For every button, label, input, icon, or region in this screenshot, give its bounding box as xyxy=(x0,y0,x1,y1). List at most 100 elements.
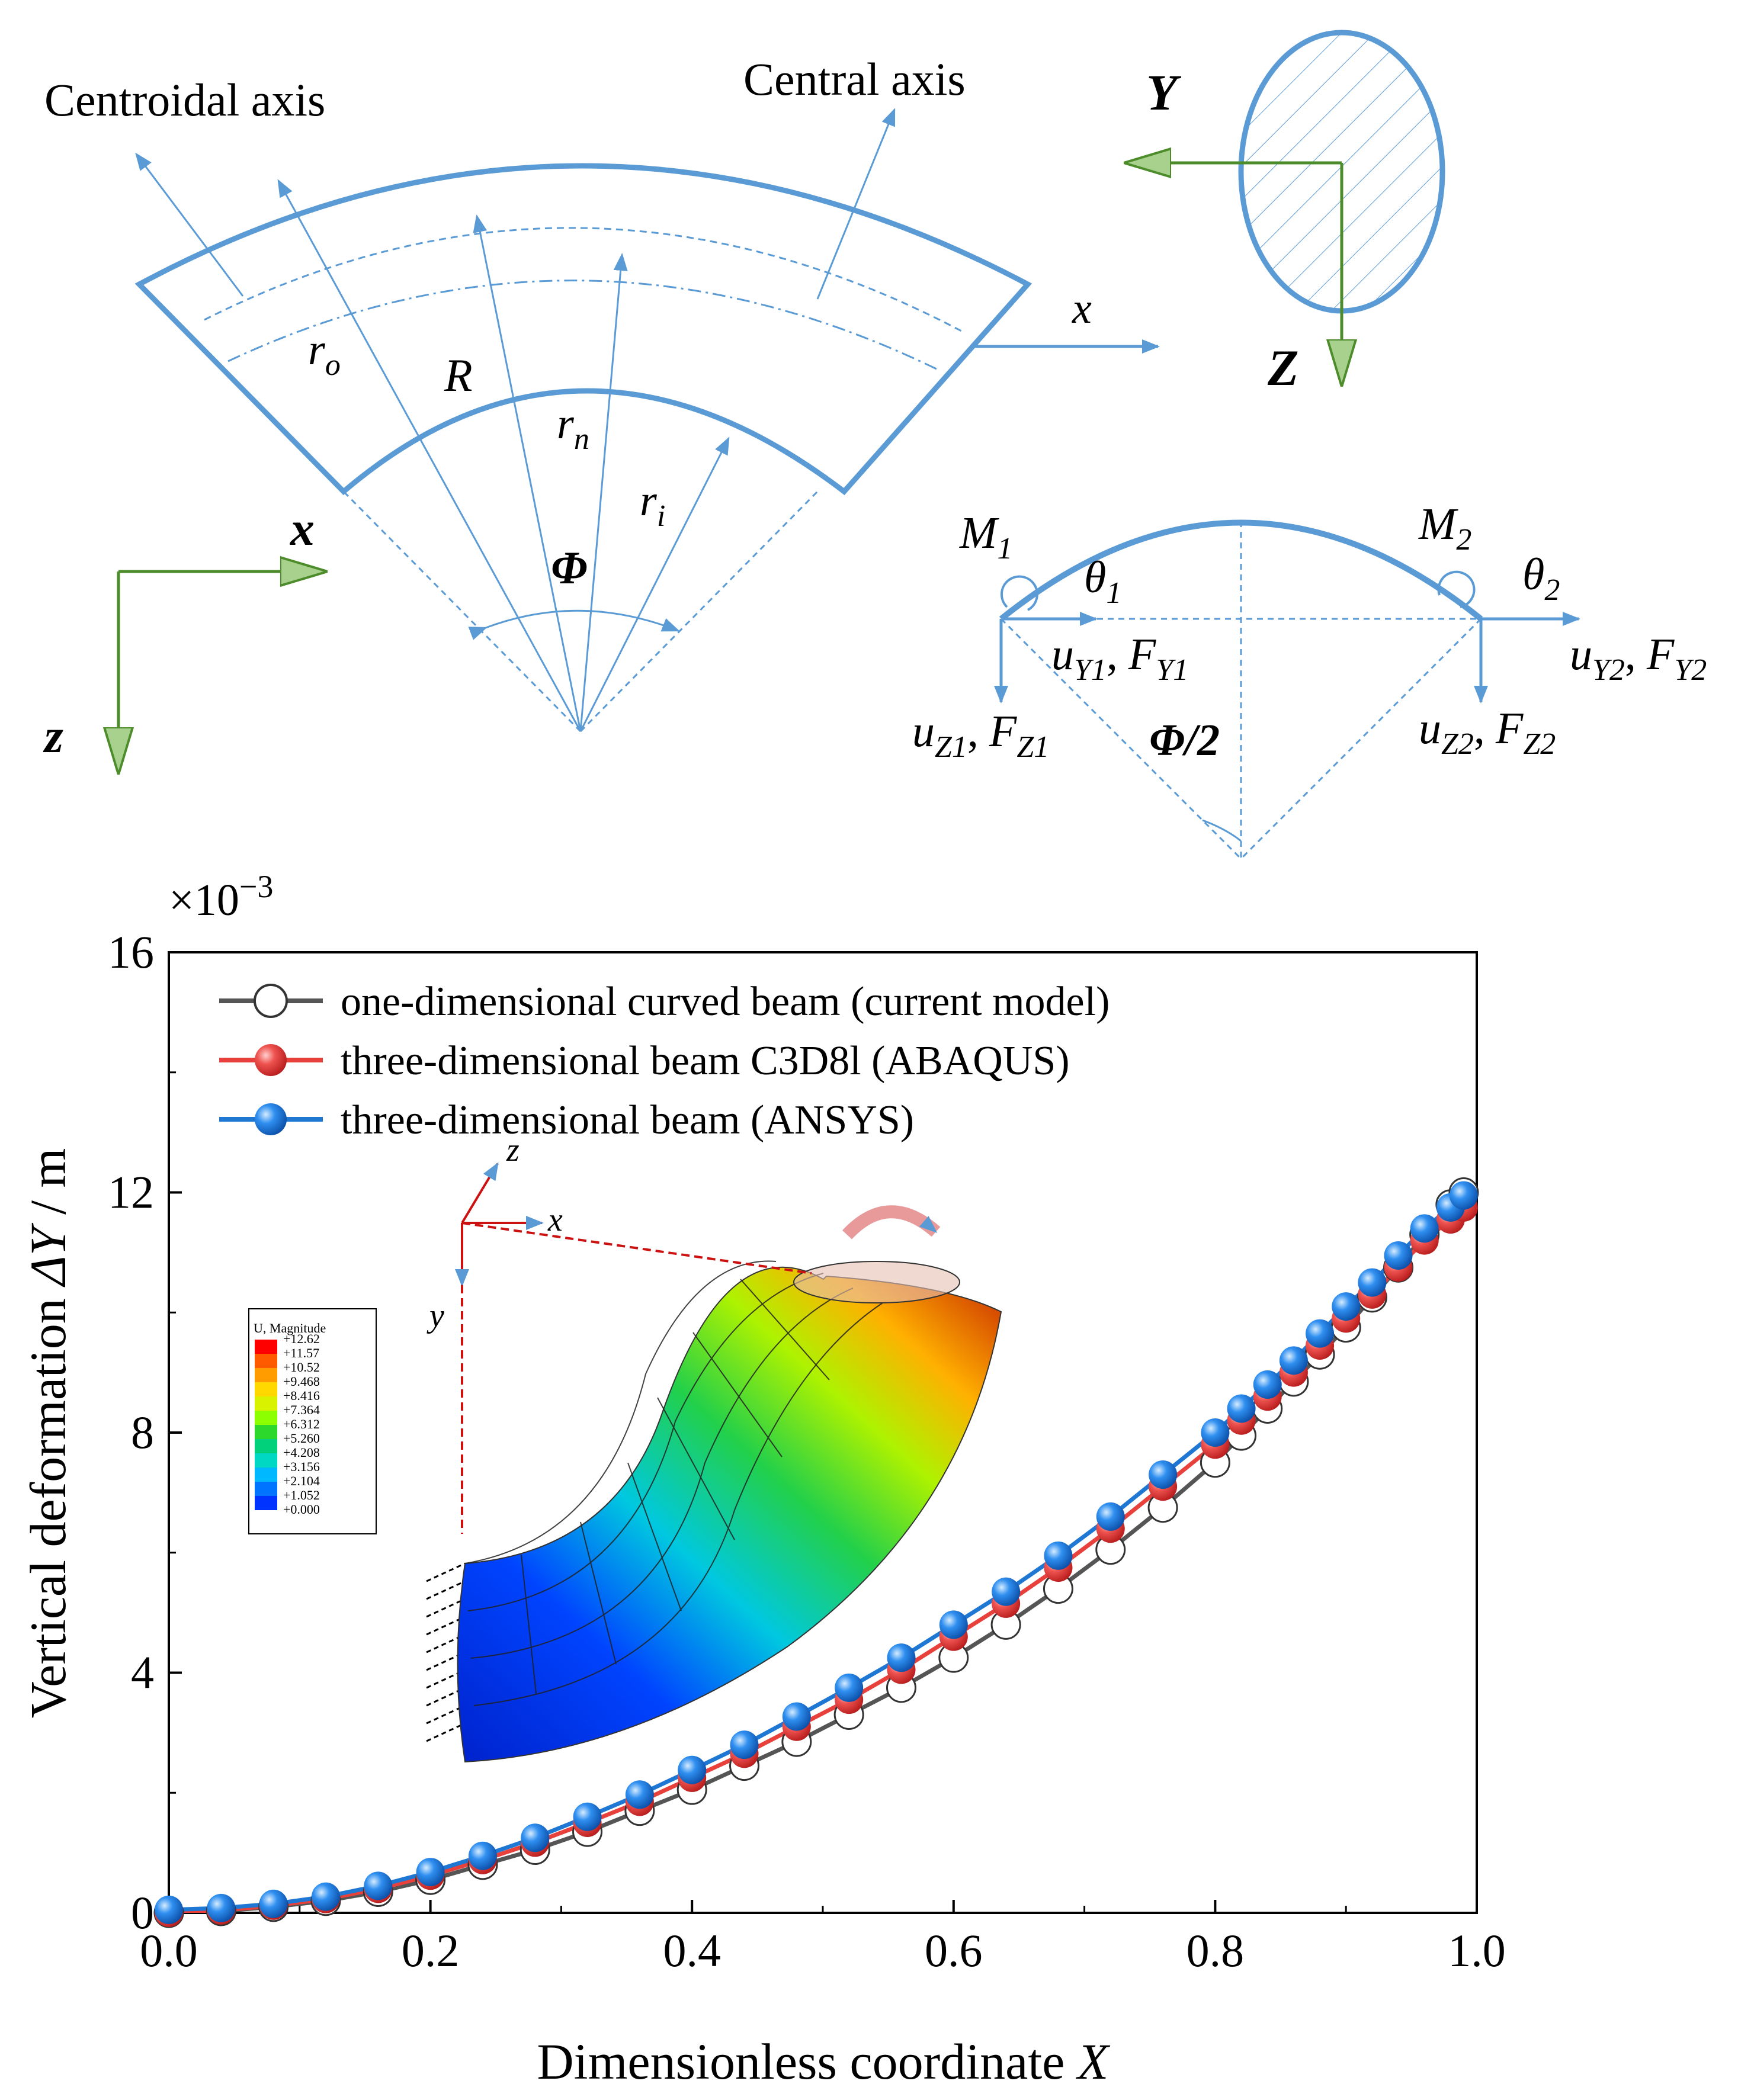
data-point xyxy=(678,1755,707,1784)
data-point xyxy=(1044,1541,1073,1570)
data-point xyxy=(1227,1394,1256,1423)
legend-label: one-dimensional curved beam (current mod… xyxy=(341,979,1110,1025)
fe-legend-value: +9.468 xyxy=(283,1374,320,1389)
fe-legend-swatch xyxy=(255,1411,277,1425)
x-tick-label: 0.0 xyxy=(140,1925,198,1976)
x-axis-label: Dimensionless coordinate X xyxy=(537,2033,1111,2090)
data-point xyxy=(782,1702,811,1731)
curved-beam-schematic: Centroidal axis Central axis ro R rn ri … xyxy=(44,53,1160,733)
fe-undeformed-mesh xyxy=(464,1260,883,1706)
data-point xyxy=(1253,1370,1282,1399)
axis-tick-labels: 0.0 0.2 0.4 0.6 0.8 1.0 0 4 8 12 16 xyxy=(108,926,1506,1976)
ri-label: ri xyxy=(640,477,665,533)
ro-label: ro xyxy=(308,326,341,382)
fbd-beam-arc xyxy=(999,519,1483,621)
radius-arrows xyxy=(277,179,730,732)
data-point xyxy=(521,1823,550,1852)
fe-legend-swatch xyxy=(255,1396,277,1411)
theta2-label: θ2 xyxy=(1522,550,1560,607)
beam-outline xyxy=(134,163,1032,496)
fe-legend-swatch xyxy=(255,1382,277,1396)
fe-legend-swatch xyxy=(255,1439,277,1453)
data-point xyxy=(939,1610,968,1639)
centroidal-axis-curve xyxy=(204,227,963,333)
global-xz-axes: x z xyxy=(43,502,323,770)
uY2-FY2-label: uY2, FY2 xyxy=(1570,630,1707,687)
fe-axis-y: y xyxy=(427,1298,444,1334)
Z-axis-label: Z xyxy=(1267,339,1299,396)
uZ2-FZ2-label: uZ2, FZ2 xyxy=(1419,704,1556,761)
data-point xyxy=(887,1643,916,1672)
fe-legend-value: +12.62 xyxy=(283,1331,320,1346)
y-axis-label: Vertical deformation ΔY / m xyxy=(20,1148,76,1719)
M2-label: M2 xyxy=(1418,499,1471,557)
chart-legend: one-dimensional curved beam (current mod… xyxy=(219,979,1110,1143)
y-tick-label: 4 xyxy=(131,1647,154,1698)
phi-label: Φ xyxy=(551,542,588,593)
x-tick-label: 0.8 xyxy=(1187,1925,1245,1976)
data-point xyxy=(311,1882,340,1911)
x-local-label: x xyxy=(1072,284,1092,333)
fe-legend-value: +2.104 xyxy=(283,1473,320,1488)
data-point xyxy=(1096,1502,1125,1531)
data-point xyxy=(468,1841,497,1870)
data-point xyxy=(625,1780,654,1809)
fe-legend-value: +4.208 xyxy=(283,1445,320,1460)
central-axis-pointer xyxy=(816,108,896,300)
fe-legend-swatch xyxy=(255,1496,277,1510)
cross-section: Y Z xyxy=(1128,30,1445,396)
moment-M2 xyxy=(1437,570,1476,608)
theta1-label: θ1 xyxy=(1084,553,1121,610)
fe-legend-value: +0.000 xyxy=(283,1502,320,1517)
fe-legend-value: +8.416 xyxy=(283,1388,320,1403)
fe-legend-swatch xyxy=(255,1368,277,1382)
uY1-FY1-label: uY1, FY1 xyxy=(1051,630,1188,687)
fe-legend-value: +6.312 xyxy=(283,1417,320,1431)
fe-legend-swatch xyxy=(255,1453,277,1468)
data-point xyxy=(416,1858,445,1887)
data-point xyxy=(1279,1346,1308,1375)
data-point xyxy=(992,1577,1021,1606)
fe-legend-value: +7.364 xyxy=(283,1402,320,1417)
moment-M1 xyxy=(1000,575,1038,611)
half-angle-arc xyxy=(1202,819,1242,842)
fe-legend-swatch xyxy=(255,1425,277,1439)
y-scale-label: ×10−3 xyxy=(169,869,273,925)
free-body-diagram: M1 M2 θ1 θ2 uY1, FY1 uZ1, FZ1 uY2, FY2 uZ2,… xyxy=(912,499,1707,860)
legend-marker xyxy=(255,1103,287,1135)
fe-model-inset: U, Magnitude +12.62+11.57+10.52+9.468+8.… xyxy=(248,1132,1002,1763)
legend-marker xyxy=(255,1044,287,1076)
phi-arc xyxy=(468,609,680,640)
half-angle-label: Φ/2 xyxy=(1149,715,1220,765)
x-tick-label: 0.6 xyxy=(925,1925,983,1976)
y-tick-label: 16 xyxy=(108,926,154,978)
fe-legend-swatch xyxy=(255,1354,277,1368)
data-point xyxy=(155,1895,183,1924)
legend-label: three-dimensional beam (ANSYS) xyxy=(341,1097,914,1143)
data-point xyxy=(364,1871,393,1900)
fe-axis-z: z xyxy=(506,1132,520,1168)
y-tick-label: 8 xyxy=(131,1407,154,1458)
data-point xyxy=(1384,1241,1413,1270)
fe-legend-swatch xyxy=(255,1482,277,1496)
data-point xyxy=(730,1730,759,1759)
central-axis-label: Central axis xyxy=(743,53,966,105)
x-global-label: x xyxy=(290,502,315,555)
M1-label: M1 xyxy=(959,508,1012,566)
central-axis-curve xyxy=(227,280,939,371)
uZ1-FZ1-label: uZ1, FZ1 xyxy=(912,707,1049,764)
x-tick-label: 0.2 xyxy=(402,1925,460,1976)
centroidal-axis-label: Centroidal axis xyxy=(44,74,325,126)
data-point xyxy=(207,1893,236,1922)
fe-legend-value: +11.57 xyxy=(283,1346,319,1360)
fe-coordinate-axes xyxy=(455,1162,812,1534)
Y-axis-label: Y xyxy=(1146,64,1182,121)
legend-marker xyxy=(254,984,288,1018)
fe-axis-x: x xyxy=(547,1202,563,1238)
fe-legend-value: +5.260 xyxy=(283,1431,320,1446)
data-point xyxy=(1410,1214,1439,1243)
data-point xyxy=(835,1673,864,1702)
data-point xyxy=(1358,1268,1387,1297)
fe-legend-swatch xyxy=(255,1340,277,1354)
fe-legend-value: +3.156 xyxy=(283,1459,320,1474)
